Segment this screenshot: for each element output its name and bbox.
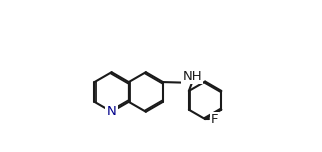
Text: F: F [211, 113, 218, 126]
Text: NH: NH [182, 69, 202, 83]
Text: N: N [107, 105, 117, 118]
